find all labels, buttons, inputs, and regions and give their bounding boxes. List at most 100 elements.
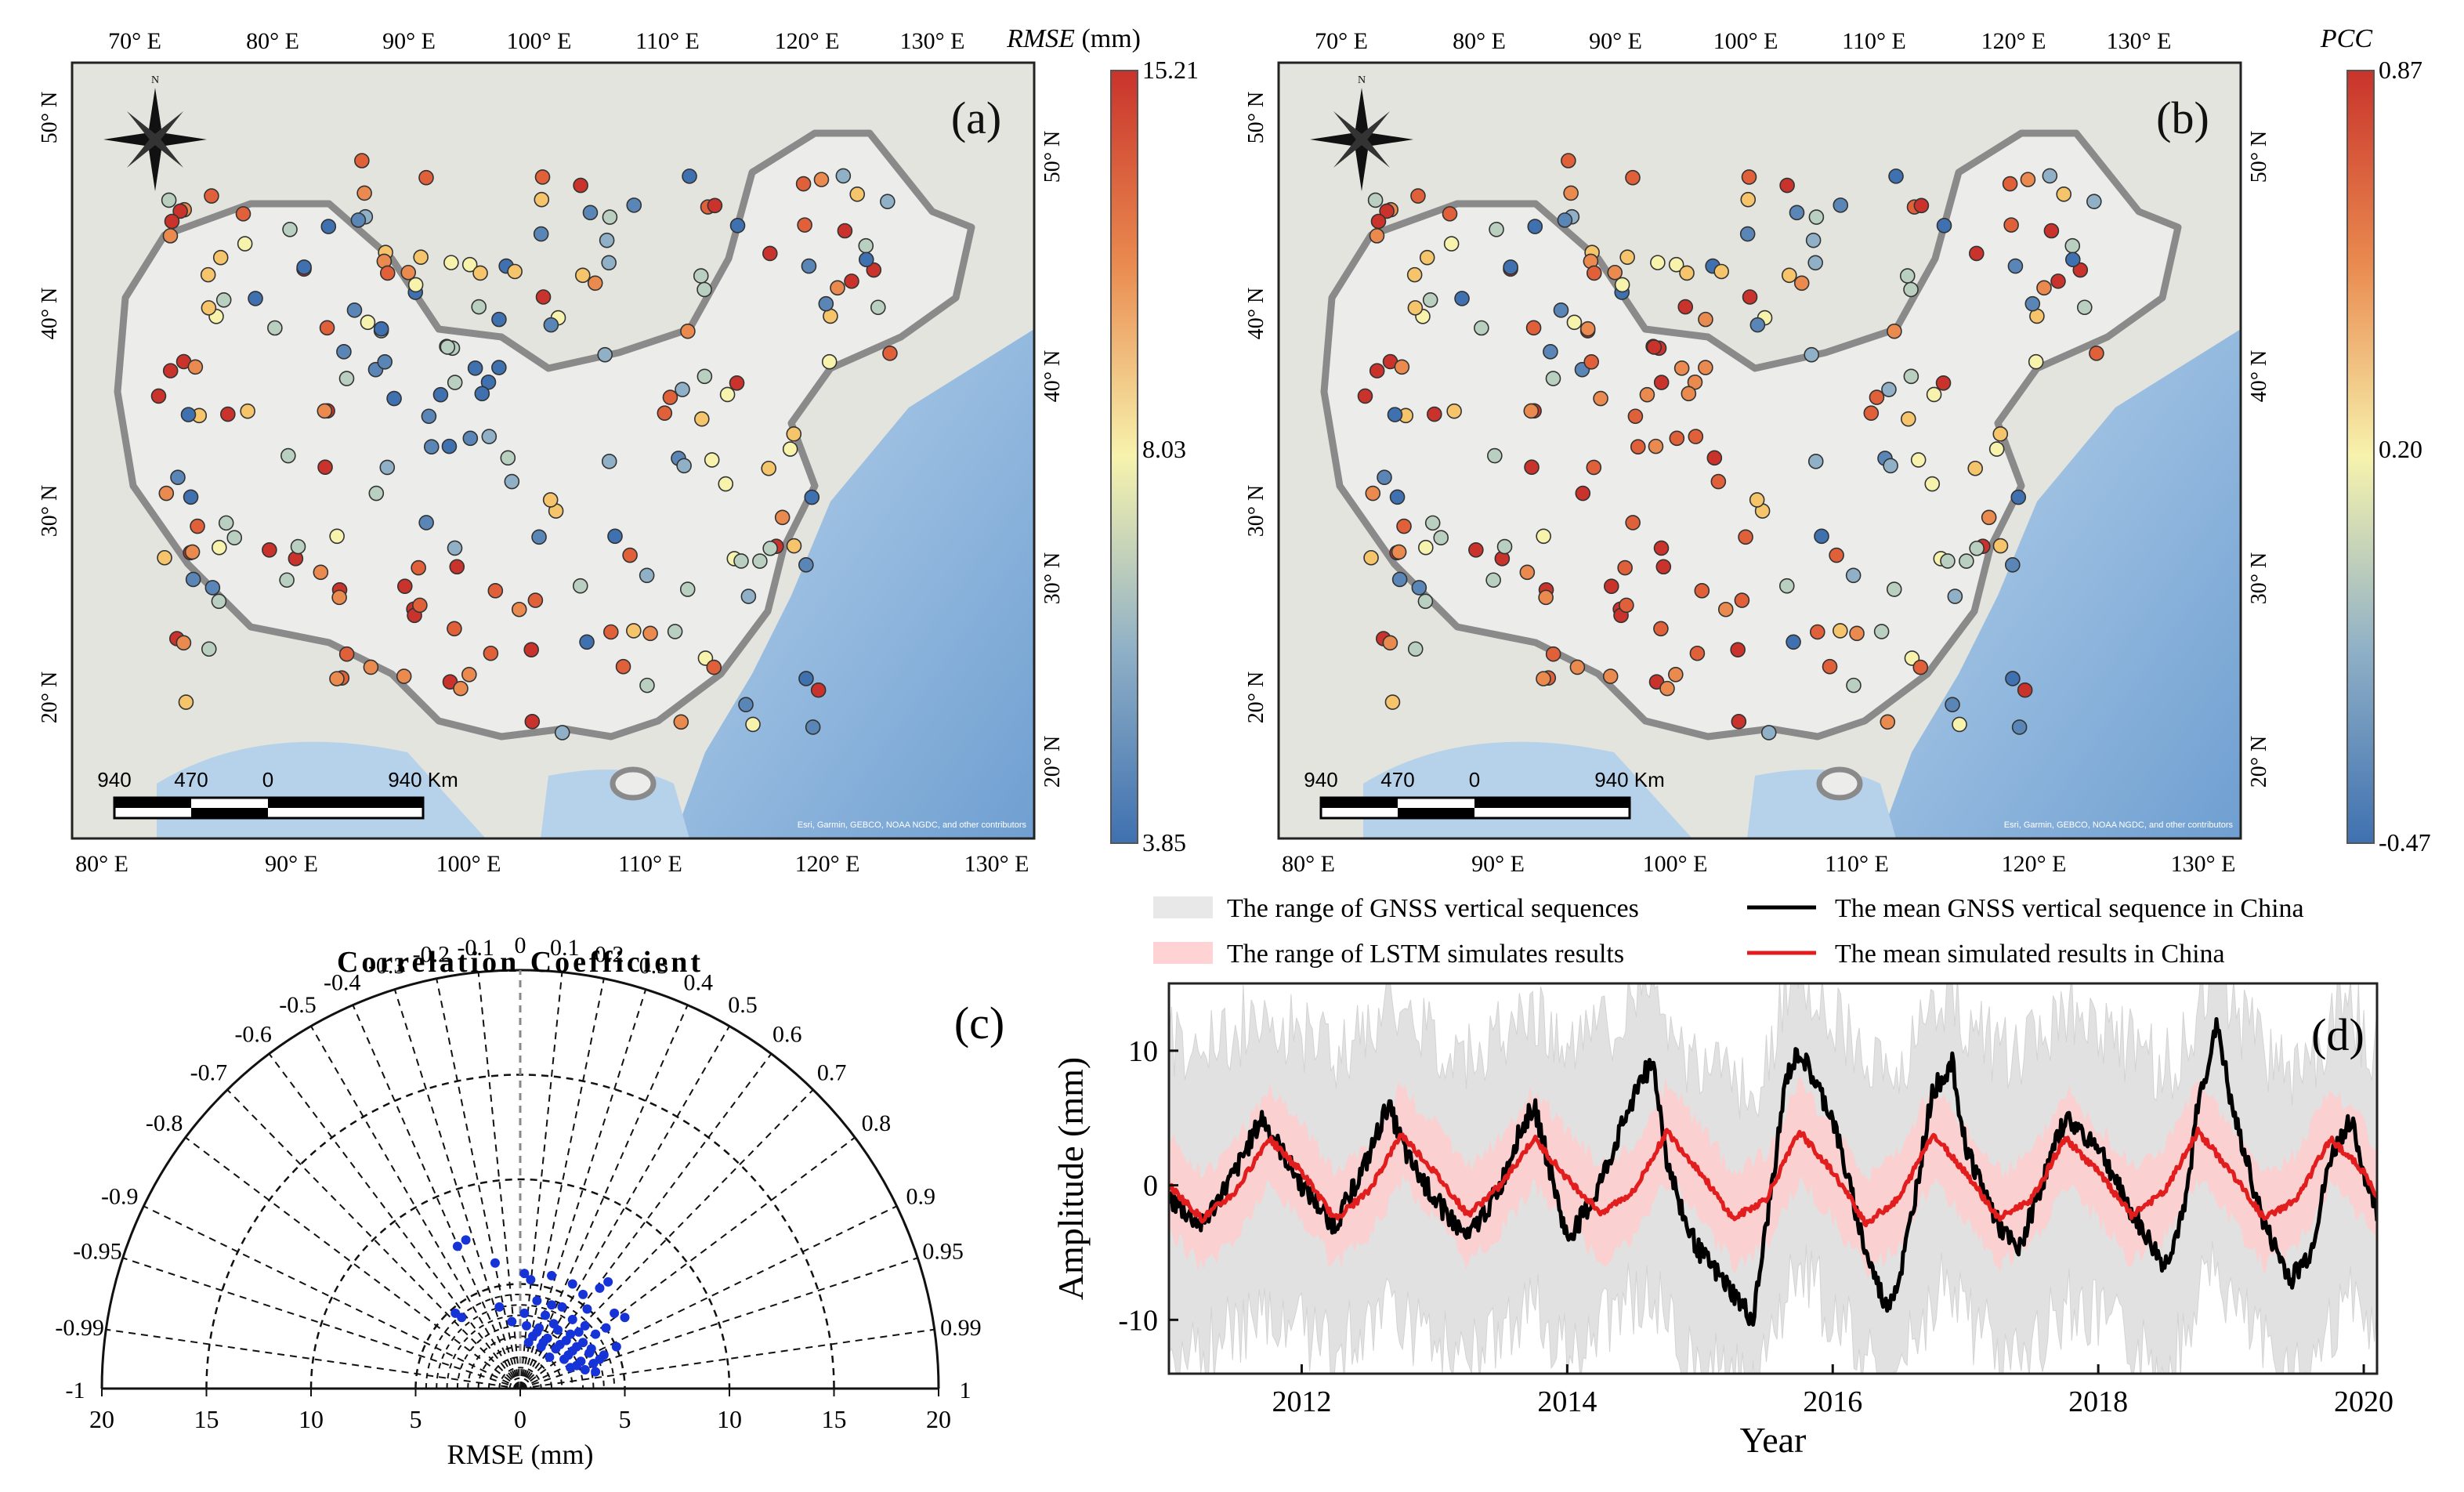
station-marker [336, 344, 352, 360]
station-marker [1710, 473, 1727, 490]
station-marker [1833, 197, 1849, 213]
station-marker [745, 716, 761, 733]
taylor-point [580, 1320, 590, 1331]
station-marker [531, 529, 547, 545]
bottom-lon-ticks: 80° E 90° E 100° E 110° E 120° E 130° E [1282, 851, 2235, 877]
hainan-island [1816, 766, 1863, 801]
station-marker [184, 544, 201, 560]
taylor-point [610, 1308, 620, 1318]
station-marker [1427, 406, 1442, 422]
station-marker [830, 280, 845, 296]
legend-lstm-mean: The mean simulated results in China [1835, 940, 2225, 969]
taylor-correlation-label: 1 [960, 1378, 971, 1403]
station-marker [622, 547, 638, 563]
station-marker [707, 197, 723, 214]
station-marker [1407, 300, 1424, 316]
taylor-point [532, 1295, 542, 1306]
taylor-point [595, 1354, 605, 1364]
station-marker [676, 458, 692, 474]
station-marker [379, 265, 396, 281]
station-marker [1668, 256, 1684, 273]
station-marker [795, 176, 812, 192]
tick-top-70e: 70° E [1315, 28, 1368, 54]
station-marker [870, 299, 886, 316]
station-marker [729, 375, 745, 391]
station-marker [1527, 219, 1543, 234]
map-frame [71, 61, 1036, 840]
station-marker [201, 300, 217, 316]
tick-left-20n: 20° N [1244, 672, 1268, 723]
station-marker [2020, 172, 2036, 187]
tick-right-40n: 40° N [1040, 350, 1065, 402]
station-marker [1808, 209, 1825, 225]
station-marker [1717, 601, 1734, 617]
station-marker [719, 386, 736, 403]
taylor-correlation-label: 0.3 [639, 953, 669, 979]
tick-right-20n: 20° N [2247, 736, 2271, 788]
taylor-tick-label: 20 [926, 1405, 951, 1433]
station-marker [1468, 541, 1484, 558]
tick-top-130e: 130° E [900, 28, 965, 54]
station-marker [373, 320, 389, 337]
station-marker [200, 266, 216, 283]
station-marker [161, 192, 177, 208]
tick-top-100e: 100° E [507, 28, 572, 54]
station-marker [1940, 553, 1956, 569]
tick-top-100e: 100° E [1713, 28, 1778, 54]
station-marker [2089, 346, 2104, 361]
station-marker [212, 539, 227, 556]
station-marker [1422, 292, 1438, 308]
station-marker [1363, 549, 1379, 566]
station-marker [2028, 353, 2044, 370]
station-marker [507, 263, 523, 280]
station-marker [453, 680, 469, 697]
station-marker [1379, 203, 1395, 219]
station-marker [317, 403, 333, 419]
station-marker [704, 452, 720, 468]
tick-top-80e: 80° E [1453, 28, 1506, 54]
station-marker [396, 668, 412, 684]
station-marker [1899, 268, 1916, 284]
station-marker [1742, 289, 1758, 305]
colorbar-ramp [1110, 70, 1138, 844]
station-marker [1563, 185, 1579, 201]
panel-c-label: (c) [954, 998, 1004, 1048]
station-marker [1617, 560, 1633, 576]
station-marker [1524, 459, 1540, 476]
station-marker [1538, 589, 1554, 606]
station-marker [527, 592, 544, 608]
x-tick-label: 2020 [2334, 1385, 2393, 1418]
taylor-point [522, 1320, 532, 1331]
station-marker [418, 169, 434, 186]
station-marker [1926, 386, 1942, 403]
top-lon-ticks: 70° E 80° E 90° E 100° E 110° E 120° E 1… [108, 28, 964, 54]
taylor-point [578, 1289, 588, 1299]
taylor-point [461, 1235, 471, 1245]
taylor-ray [519, 1005, 689, 1389]
station-marker [1384, 694, 1401, 710]
station-marker [377, 353, 393, 370]
taylor-correlation-labels: -1 -0.99 -0.95 -0.9 -0.8 -0.7-0.6 -0.5 -0.4 -0.3… [55, 932, 981, 1403]
station-marker [157, 549, 172, 566]
station-marker [1694, 583, 1710, 599]
station-marker [1485, 572, 1501, 588]
taylor-tick-label: 5 [410, 1405, 422, 1433]
station-marker [1713, 263, 1729, 280]
station-marker [786, 538, 802, 554]
station-marker [821, 353, 838, 370]
station-marker [1575, 485, 1591, 502]
taylor-correlation-label: 0.2 [595, 941, 624, 967]
station-marker [798, 671, 814, 686]
station-marker [587, 275, 603, 292]
tick-top-110e: 110° E [1842, 28, 1906, 54]
station-marker [267, 320, 283, 336]
scale-label-km: 940 Km [1594, 768, 1665, 791]
tick-bottom-130e: 130° E [964, 851, 1029, 877]
station-marker [1992, 426, 2009, 442]
station-marker [642, 625, 658, 642]
station-marker [837, 223, 853, 239]
taylor-ray [436, 978, 521, 1389]
station-marker [2076, 299, 2093, 316]
station-marker [170, 469, 186, 486]
